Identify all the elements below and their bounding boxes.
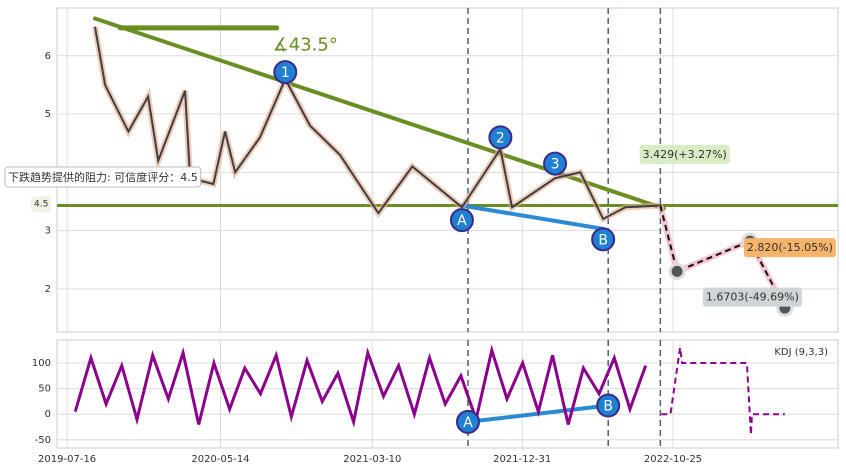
x-tick-label: 2021-12-31 [493, 454, 551, 465]
x-tick-label: 2021-03-10 [343, 454, 401, 465]
annotation: ∡43.5° [273, 34, 338, 55]
x-tick-label: 2019-07-16 [38, 454, 96, 465]
score-badge: 4.5 [34, 200, 48, 210]
marker-label: B [603, 399, 613, 415]
forecast-point [668, 262, 686, 280]
marker-label: B [598, 232, 608, 248]
line-series [661, 347, 785, 435]
label-box [702, 287, 802, 307]
y-tick-label: 5 [45, 109, 51, 120]
annotation: 3.429(+3.27%) [643, 148, 727, 161]
line-series [93, 26, 661, 221]
label-box [743, 238, 836, 258]
marker-label: 3 [551, 157, 560, 173]
label-box [639, 144, 730, 164]
y-tick-label: -50 [35, 435, 51, 446]
marker-label: A [457, 213, 467, 229]
line-series [73, 344, 648, 428]
x-tick-label: 2020-05-14 [191, 454, 249, 465]
y-tick-label: 100 [32, 358, 51, 369]
plot-frame [56, 339, 839, 449]
x-tick-label: 2022-10-25 [644, 454, 702, 465]
y-tick-label: 3 [45, 226, 51, 237]
line-series [659, 205, 786, 309]
annotation: 1.6703(-49.69%) [706, 291, 799, 304]
panel-title: KDJ (9,3,3) [774, 347, 828, 358]
tooltip: 下跌趋势提供的阻力: 可信度评分：4.5 [8, 170, 198, 184]
annotation: 2.820(-15.05%) [747, 241, 833, 254]
y-tick-label: 0 [45, 409, 51, 420]
marker [488, 125, 513, 150]
y-tick-label: 2 [45, 284, 51, 295]
marker [449, 208, 474, 233]
marker [596, 393, 621, 418]
y-tick-label: 6 [45, 51, 51, 62]
marker-label: 2 [496, 130, 505, 146]
y-tick-label: 50 [38, 384, 51, 395]
label-box [31, 196, 52, 213]
marker [455, 409, 480, 434]
marker-label: A [463, 415, 473, 431]
marker-label: 1 [281, 65, 290, 81]
marker [543, 151, 568, 176]
label-box [4, 166, 202, 188]
ab-line [459, 203, 606, 231]
marker [591, 227, 616, 252]
marker [273, 60, 298, 85]
